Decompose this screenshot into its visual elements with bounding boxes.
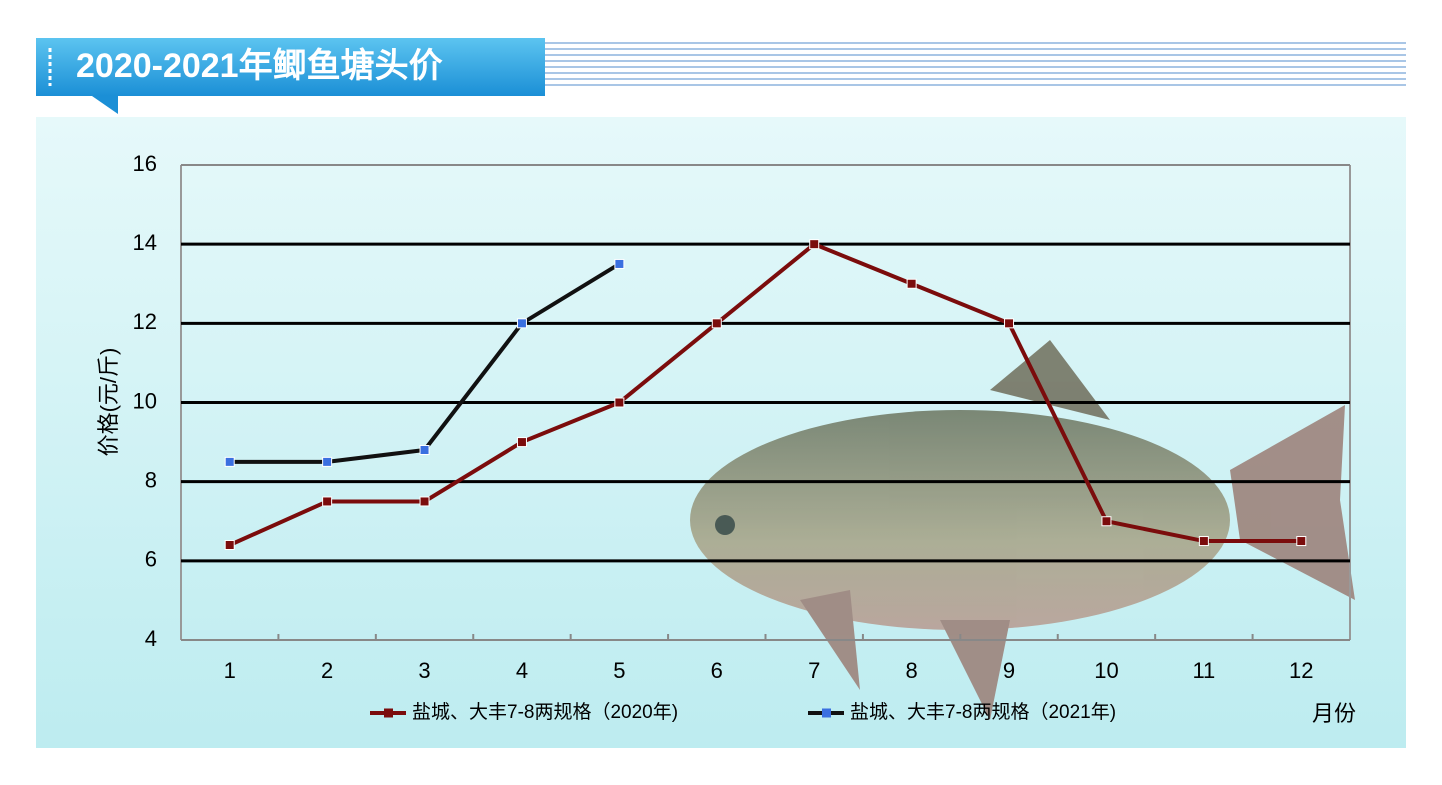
point-marker <box>711 318 722 329</box>
legend-label: 盐城、大丰7-8两规格（2021年) <box>850 701 1116 723</box>
x-tick-label: 3 <box>418 658 430 683</box>
point-marker <box>1101 516 1112 527</box>
point-marker <box>419 496 430 507</box>
legend-marker <box>822 708 831 718</box>
x-tick-label: 12 <box>1289 658 1313 683</box>
x-tick-label: 9 <box>1003 658 1015 683</box>
legend-label: 盐城、大丰7-8两规格（2020年) <box>412 701 678 723</box>
x-axis-title: 月份 <box>1312 701 1356 726</box>
banner-tail <box>92 96 118 114</box>
y-axis-title: 价格(元/斤) <box>96 348 121 457</box>
y-tick-label: 12 <box>133 309 157 334</box>
x-tick-label: 7 <box>808 658 820 683</box>
x-tick-label: 8 <box>906 658 918 683</box>
y-tick-label: 10 <box>133 388 157 413</box>
point-marker <box>1198 536 1209 547</box>
x-tick-label: 4 <box>516 658 528 683</box>
y-tick-label: 4 <box>145 626 157 651</box>
chart-title: 2020-2021年鲫鱼塘头价 <box>76 47 443 85</box>
point-marker <box>614 258 625 269</box>
point-marker <box>1004 318 1015 329</box>
point-marker <box>614 397 625 408</box>
x-tick-label: 11 <box>1192 658 1215 683</box>
series-line <box>228 241 1302 547</box>
x-tick-label: 10 <box>1094 658 1118 683</box>
x-tick-label: 5 <box>613 658 625 683</box>
x-tick-label: 6 <box>711 658 723 683</box>
y-tick-label: 6 <box>145 547 157 572</box>
point-marker <box>224 540 235 550</box>
x-tick-label: 2 <box>321 658 333 683</box>
point-marker <box>419 445 430 455</box>
point-marker <box>516 318 527 329</box>
point-marker <box>516 437 527 448</box>
point-marker <box>224 456 235 467</box>
y-tick-label: 16 <box>133 151 157 176</box>
point-marker <box>906 278 917 289</box>
panel <box>36 117 1406 748</box>
x-tick-label: 1 <box>224 658 236 683</box>
point-marker <box>809 239 820 250</box>
legend-marker <box>384 708 393 718</box>
banner-stripes <box>545 40 1406 90</box>
point-marker <box>322 456 333 467</box>
point-marker <box>1296 536 1307 547</box>
y-tick-label: 8 <box>145 467 157 492</box>
y-tick-label: 14 <box>133 230 157 255</box>
fish <box>690 340 1355 720</box>
title-banner <box>36 38 545 96</box>
point-marker <box>322 496 333 507</box>
